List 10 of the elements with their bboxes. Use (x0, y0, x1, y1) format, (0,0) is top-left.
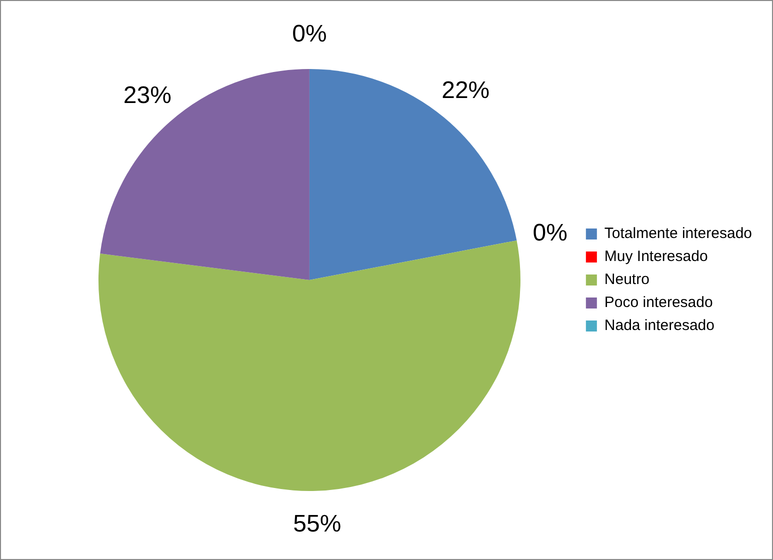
data-label: 55% (293, 510, 342, 538)
text: 0% (532, 220, 568, 247)
data-label: 23% (123, 82, 172, 109)
legend-label: Neutro (604, 271, 650, 288)
legend-label: Muy Interesado (604, 248, 708, 266)
text: 0% (292, 20, 327, 48)
legend-label: Nada interesado (604, 317, 714, 334)
legend-label: Poco interesado (604, 294, 713, 312)
legend-label: Totalmente interesado (604, 225, 752, 242)
data-label: 22% (442, 76, 490, 104)
